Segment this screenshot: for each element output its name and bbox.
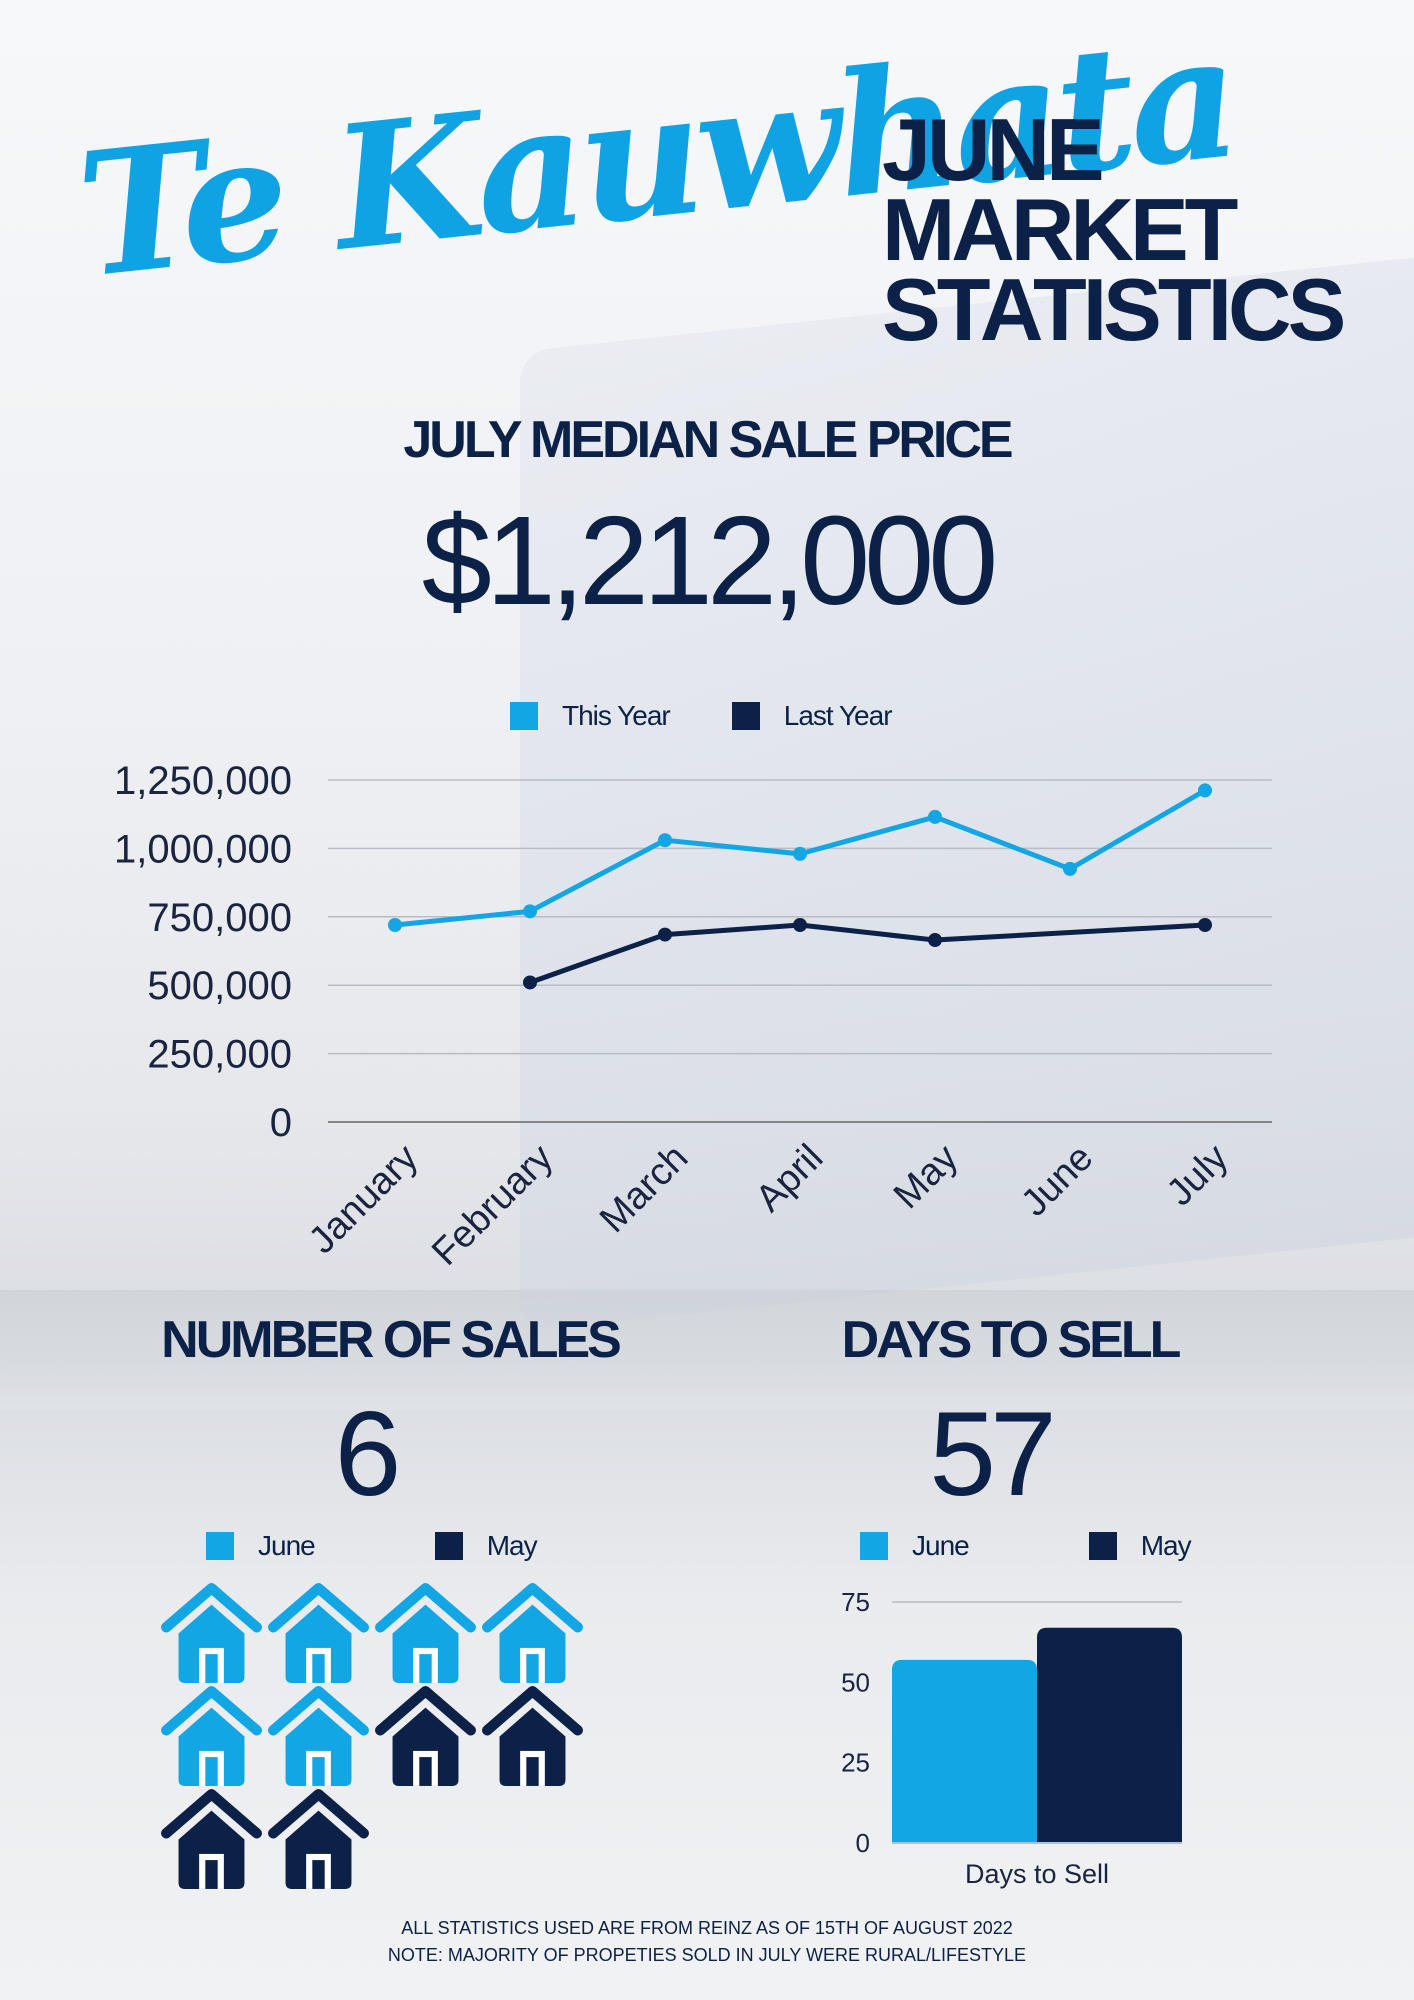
legend-item-this-year: This Year <box>510 700 671 732</box>
house-icon <box>160 1685 267 1788</box>
data-point <box>523 975 537 990</box>
legend-item-june: June <box>206 1530 316 1562</box>
legend-label: May <box>486 1530 538 1561</box>
x-tick-label: January <box>301 1137 426 1262</box>
series-line-last-year <box>529 922 1206 985</box>
house-icon <box>267 1685 374 1788</box>
legend-swatch <box>434 1532 463 1560</box>
median-price-title: JULY MEDIAN SALE PRICE <box>403 411 1013 469</box>
line-chart-legend: This Year Last Year <box>510 700 954 732</box>
house-icon <box>267 1788 374 1891</box>
x-axis-label: Days to Sell <box>965 1859 1109 1889</box>
legend-item-last-year: Last Year <box>731 700 893 732</box>
days-to-sell-value: 57 <box>929 1387 1056 1521</box>
y-tick-label: 1,250,000 <box>114 759 292 803</box>
data-point <box>523 904 537 919</box>
days-to-sell-title: DAYS TO SELL <box>841 1311 1182 1369</box>
data-point <box>928 809 942 824</box>
sales-house-icons <box>160 1582 600 1891</box>
data-point <box>658 833 672 848</box>
data-point <box>793 918 807 933</box>
legend-label: Last Year <box>783 700 893 731</box>
legend-item-june: June <box>860 1530 970 1562</box>
heading-line-1: JUNE <box>882 100 1105 199</box>
house-icon <box>374 1685 481 1788</box>
data-point <box>1063 861 1077 876</box>
x-tick-label: April <box>748 1137 831 1220</box>
x-tick-label: June <box>1013 1137 1101 1225</box>
footer-source-note: ALL STATISTICS USED ARE FROM REINZ AS OF… <box>401 1918 1013 1938</box>
legend-label: June <box>912 1530 970 1561</box>
y-tick-label: 0 <box>270 1101 292 1145</box>
heading-line-2: MARKET <box>882 180 1238 279</box>
y-tick-label: 750,000 <box>147 896 292 940</box>
house-icon <box>481 1582 588 1685</box>
legend-swatch <box>206 1532 234 1560</box>
y-tick-label: 1,000,000 <box>114 827 292 871</box>
data-point <box>793 846 807 861</box>
legend-label: May <box>1140 1530 1192 1561</box>
legend-swatch <box>860 1532 888 1560</box>
house-icon <box>374 1582 481 1685</box>
data-point <box>388 918 402 933</box>
main-heading: JUNE MARKET STATISTICS <box>882 100 1346 359</box>
heading-line-3: STATISTICS <box>882 260 1346 359</box>
legend-item-may: May <box>434 1530 538 1562</box>
bar-may <box>1037 1627 1182 1843</box>
number-of-sales-title: NUMBER OF SALES <box>161 1311 622 1369</box>
legend-item-may: May <box>1088 1530 1192 1562</box>
bar-june <box>892 1659 1037 1843</box>
background-laptop-edge <box>0 1290 1414 1410</box>
house-icon <box>160 1788 267 1891</box>
legend-swatch <box>1088 1532 1117 1560</box>
town-script-title: Te Kauwhata <box>69 0 1243 317</box>
footer-note: NOTE: MAJORITY OF PROPETIES SOLD IN JULY… <box>387 1945 1027 1965</box>
y-tick-label: 50 <box>841 1667 870 1697</box>
legend-label: June <box>258 1530 316 1561</box>
data-point <box>658 927 672 942</box>
legend-swatch <box>731 702 760 730</box>
house-icon <box>160 1582 267 1685</box>
legend-label: This Year <box>562 700 671 731</box>
median-price-value: $1,212,000 <box>421 490 999 631</box>
number-of-sales-value: 6 <box>334 1387 402 1521</box>
x-tick-label: July <box>1159 1137 1236 1214</box>
days-to-sell-bar-chart: 75 50 25 0 Days to Sell <box>841 1587 1182 1889</box>
data-point <box>1198 918 1212 933</box>
days-legend: June May <box>860 1530 1253 1562</box>
y-tick-label: 500,000 <box>147 964 292 1008</box>
data-point <box>1198 783 1212 798</box>
house-icon <box>481 1685 588 1788</box>
y-tick-label: 0 <box>856 1828 870 1858</box>
y-tick-label: 25 <box>841 1748 870 1778</box>
house-icon <box>267 1582 374 1685</box>
median-price-line-chart: 1,250,000 1,000,000 750,000 500,000 250,000 0… <box>114 759 1272 1274</box>
sales-legend: June May <box>206 1530 599 1562</box>
legend-swatch <box>510 702 538 730</box>
x-tick-label: February <box>424 1137 561 1274</box>
x-tick-label: March <box>592 1137 696 1241</box>
y-tick-label: 75 <box>841 1587 870 1617</box>
y-tick-label: 250,000 <box>147 1033 292 1077</box>
x-tick-label: May <box>886 1137 966 1217</box>
data-point <box>928 933 942 948</box>
